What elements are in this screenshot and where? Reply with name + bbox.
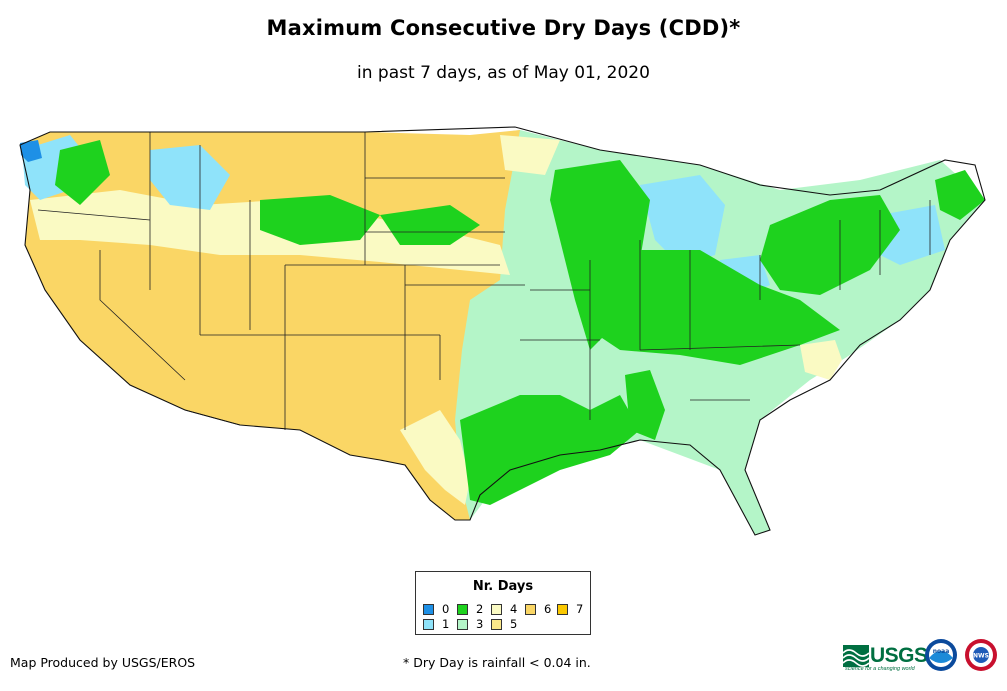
region-cdd-1-michigan <box>640 175 725 265</box>
legend-swatch <box>525 603 536 615</box>
region-cdd-4-nd <box>500 135 560 175</box>
region-cdd-2-southeast <box>625 370 665 440</box>
noaa-logo-icon: noaa <box>925 639 957 671</box>
dry-day-footnote: * Dry Day is rainfall < 0.04 in. <box>403 655 591 670</box>
legend-swatch <box>423 603 434 615</box>
region-cdd-4-texas <box>400 410 470 505</box>
legend-item: 2 <box>457 602 483 616</box>
region-cdd-2-washington <box>55 140 110 205</box>
legend-label: 1 <box>442 617 450 631</box>
legend-swatch <box>491 618 502 630</box>
legend-item: 0 <box>423 602 449 616</box>
producer-credit: Map Produced by USGS/EROS <box>10 655 196 670</box>
legend-label: 5 <box>510 617 518 631</box>
legend-label: 3 <box>476 617 484 631</box>
legend-swatch <box>491 603 502 615</box>
legend-swatch <box>457 603 468 615</box>
legend-item: 7 <box>557 602 583 616</box>
region-cdd-2-montana <box>260 195 380 245</box>
legend-item: 3 <box>457 617 483 631</box>
nws-logo-icon: NWS <box>965 639 997 671</box>
usgs-wordmark: USGS <box>870 644 928 667</box>
map-title: Maximum Consecutive Dry Days (CDD)* <box>266 16 741 40</box>
nws-label: NWS <box>973 653 989 660</box>
legend-item: 4 <box>491 602 517 616</box>
us-outline <box>19 126 986 536</box>
region-cdd-0-seattle <box>20 140 42 162</box>
usgs-wave-icon <box>843 645 869 667</box>
legend-swatch <box>557 603 568 615</box>
legend-label: 6 <box>544 602 552 616</box>
region-cdd-2-gulf <box>460 395 640 505</box>
region-cdd-4-carolina <box>800 340 842 380</box>
region-cdd-2-northeast <box>760 195 900 295</box>
region-cdd-1-idaho <box>150 145 230 210</box>
legend-swatch <box>423 618 434 630</box>
legend-label: 7 <box>576 602 584 616</box>
usgs-tagline: science for a changing world <box>845 666 915 672</box>
legend-item: 1 <box>423 617 449 631</box>
legend-title: Nr. Days <box>472 579 534 594</box>
map-subtitle: in past 7 days, as of May 01, 2020 <box>357 63 650 83</box>
legend-label: 4 <box>510 602 518 616</box>
region-cdd-2-ohio-valley <box>590 250 840 365</box>
legend-item: 5 <box>491 617 517 631</box>
legend-label: 2 <box>476 602 484 616</box>
region-cdd-2-sd <box>380 205 480 245</box>
region-cdd-2-maine <box>935 170 985 220</box>
usgs-logo: USGS <box>843 644 928 668</box>
state-boundary-lines <box>37 132 931 430</box>
legend-item: 6 <box>525 602 551 616</box>
noaa-label: noaa <box>933 648 950 655</box>
legend-label: 0 <box>442 602 450 616</box>
legend: Nr. Days 0 1 2 3 4 5 6 7 <box>415 571 591 635</box>
legend-swatch <box>457 618 468 630</box>
